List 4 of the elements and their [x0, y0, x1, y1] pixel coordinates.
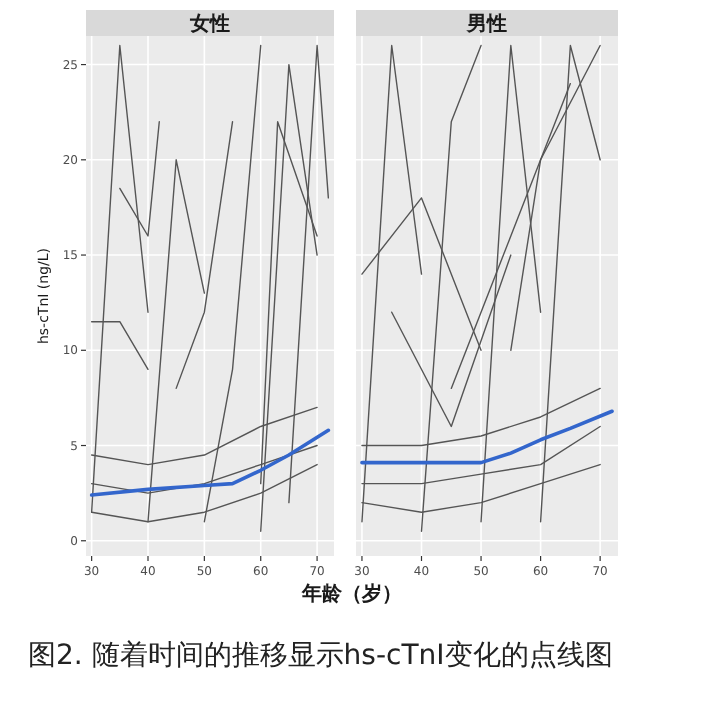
- x-axis-title: 年龄（岁）: [300, 582, 402, 606]
- chart-title: 男性: [465, 12, 507, 36]
- chart-title: 女性: [188, 12, 230, 36]
- caption: 图2. 随着时间的推移显示hs-cTnI变化的点线图: [28, 640, 613, 672]
